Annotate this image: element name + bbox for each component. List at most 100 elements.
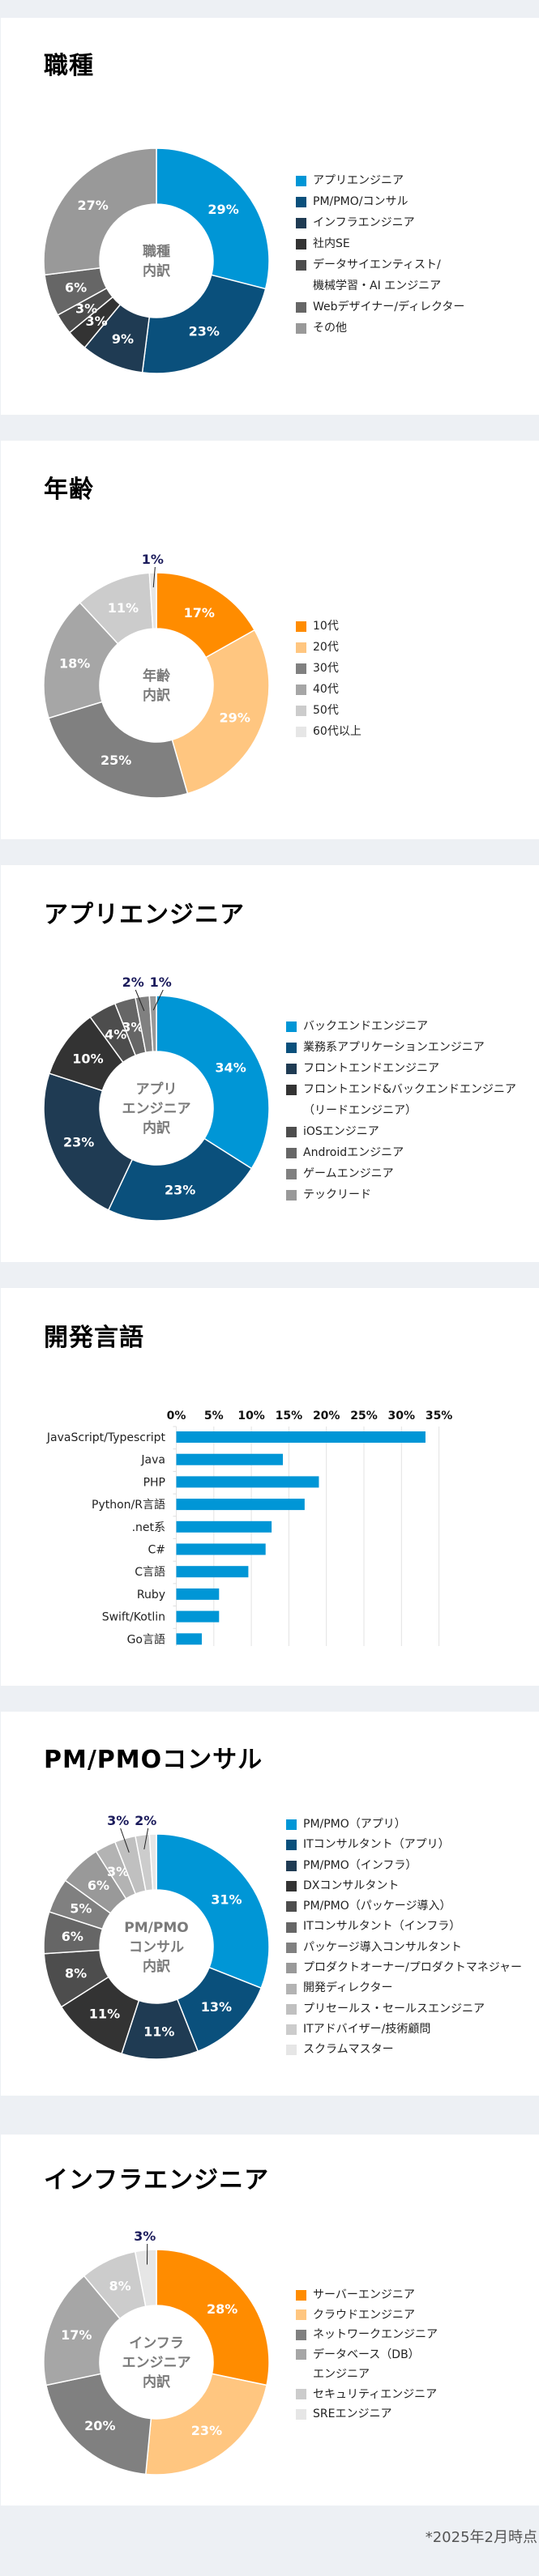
x-tick-label: 35%	[426, 1410, 453, 1422]
legend-swatch	[286, 1126, 297, 1137]
legend-label: 10代	[313, 620, 339, 633]
legend-item: セキュリティエンジニア	[296, 2385, 438, 2405]
section-title: インフラエンジニア	[44, 2166, 270, 2194]
callout-leader-line	[152, 566, 156, 588]
legend-label: 業務系アプリケーションエンジニア	[303, 1041, 485, 1054]
section-title: 開発言語	[44, 1324, 144, 1352]
x-tick-label: 15%	[276, 1410, 303, 1422]
legend-label: 社内SE	[313, 237, 350, 250]
legend-swatch	[296, 2329, 306, 2340]
legend-label: バックエンドエンジニア	[303, 1020, 428, 1033]
slice-label: 3%	[75, 301, 97, 317]
chart-legend: 10代 20代 30代 40代 50代 60代以上	[296, 616, 361, 742]
legend-label: PM/PMO（インフラ）	[303, 1858, 417, 1872]
bar	[176, 1543, 266, 1555]
legend-label: フロントエンド&バックエンドエンジニア （リードエンジニア）	[303, 1083, 516, 1117]
legend-swatch	[286, 2045, 297, 2056]
slice-label: 11%	[143, 2024, 174, 2039]
donut-center-label: エンジニア	[122, 2355, 191, 2371]
legend-item: インフラエンジニア	[296, 212, 464, 233]
legend-swatch	[286, 1901, 297, 1913]
legend-label: iOSエンジニア	[303, 1125, 379, 1138]
chart-legend: サーバーエンジニア クラウドエンジニア ネットワークエンジニア データベース（DB） …	[296, 2285, 438, 2425]
legend-swatch	[296, 642, 306, 653]
donut-center-label: 内訳	[143, 1120, 171, 1137]
slice-label: 29%	[220, 710, 250, 726]
legend-swatch	[296, 621, 306, 632]
legend-item: 20代	[296, 637, 361, 658]
donut-center-label: エンジニア	[122, 1101, 191, 1117]
slice-label: 23%	[189, 323, 220, 339]
legend-swatch	[296, 2389, 306, 2400]
donut-slice	[141, 274, 267, 374]
slice-callout-label: 2%	[135, 1813, 156, 1828]
legend-item: iOSエンジニア	[286, 1121, 516, 1142]
slice-label: 25%	[101, 753, 131, 768]
category-label: Go言語	[127, 1633, 165, 1646]
bar	[176, 1453, 283, 1465]
legend-item: 10代	[296, 616, 361, 637]
legend-swatch	[296, 301, 306, 313]
legend-label: データベース（DB） エンジニア	[313, 2348, 420, 2382]
legend-swatch	[286, 1881, 297, 1892]
legend-item: PM/PMO（パッケージ導入）	[286, 1896, 522, 1917]
legend-label: ゲームエンジニア	[303, 1167, 394, 1180]
slice-label: 17%	[61, 2327, 92, 2343]
legend-item: 50代	[296, 700, 361, 721]
legend-item: PM/PMO/コンサル	[296, 191, 464, 212]
slice-label: 3%	[107, 1864, 129, 1879]
footnote: *2025年2月時点	[425, 2529, 537, 2546]
legend-item: スクラムマスター	[286, 2040, 522, 2060]
bar	[176, 1588, 220, 1600]
legend-swatch	[286, 1840, 297, 1851]
legend-swatch	[286, 1042, 297, 1053]
slice-callout-label: 1%	[150, 975, 172, 990]
x-tick-label: 20%	[313, 1410, 340, 1422]
legend-label: フロントエンドエンジニア	[303, 1062, 439, 1075]
donut-slice	[43, 1073, 134, 1211]
legend-label: ITコンサルタント（アプリ）	[303, 1838, 450, 1852]
legend-swatch	[286, 1189, 297, 1201]
legend-swatch	[286, 1021, 297, 1032]
legend-label: サーバーエンジニア	[313, 2288, 415, 2301]
legend-swatch	[286, 1860, 297, 1871]
legend-swatch	[296, 2408, 306, 2420]
legend-label: PM/PMO/コンサル	[313, 195, 409, 208]
chart-card: アプリエンジニア 34% 23% 23% 10% 4% 3% 2% 1% アプリ エンジニア 内訳 バッ…	[1, 865, 539, 1262]
category-label: Java	[140, 1454, 165, 1467]
slice-label: 23%	[165, 1182, 195, 1197]
x-tick-label: 0%	[167, 1410, 186, 1422]
chart-card: PM/PMOコンサル 31% 13% 11% 11% 8% 6% 5% 6% 3% 3% 2% PM/P…	[1, 1712, 539, 2096]
x-tick-label: 25%	[350, 1410, 378, 1422]
chart-card: 開発言語 0% 5% 10% 15% 20% 25% 30% 35% JavaScript/Typ…	[1, 1288, 539, 1686]
donut-center-label: 内訳	[143, 1958, 171, 1975]
category-label: JavaScript/Typescript	[46, 1431, 166, 1444]
slice-label: 27%	[77, 198, 108, 213]
legend-label: PM/PMO（アプリ）	[303, 1818, 406, 1831]
legend-label: テックリード	[303, 1188, 371, 1201]
bar	[176, 1499, 305, 1511]
bar	[176, 1431, 426, 1443]
chart-legend: PM/PMO（アプリ） ITコンサルタント（アプリ） PM/PMO（インフラ） DXコ…	[286, 1815, 522, 2061]
legend-label: ITアドバイザー/技術顧問	[303, 2022, 431, 2036]
section-title: アプリエンジニア	[44, 901, 245, 929]
legend-label: ネットワークエンジニア	[313, 2328, 438, 2341]
slice-label: 13%	[201, 1999, 232, 2015]
category-label: PHP	[143, 1476, 165, 1489]
donut-center-label: インフラ	[129, 2335, 184, 2352]
donut-center-label: 内訳	[143, 262, 171, 279]
category-label: C#	[148, 1544, 165, 1557]
bar	[176, 1610, 220, 1623]
legend-label: プリセールス・セールスエンジニア	[303, 2002, 485, 2015]
bar-chart: 0% 5% 10% 15% 20% 25% 30% 35% JavaScript/Typescr…	[46, 1410, 453, 1646]
donut-center-label: 内訳	[143, 2373, 171, 2390]
donut-center-label: 職種	[143, 243, 170, 260]
legend-swatch	[296, 2289, 306, 2301]
donut-center-label: 年齢	[143, 667, 171, 685]
donut-slice	[156, 2249, 270, 2386]
legend-item: 40代	[296, 679, 361, 700]
bar	[176, 1520, 272, 1533]
